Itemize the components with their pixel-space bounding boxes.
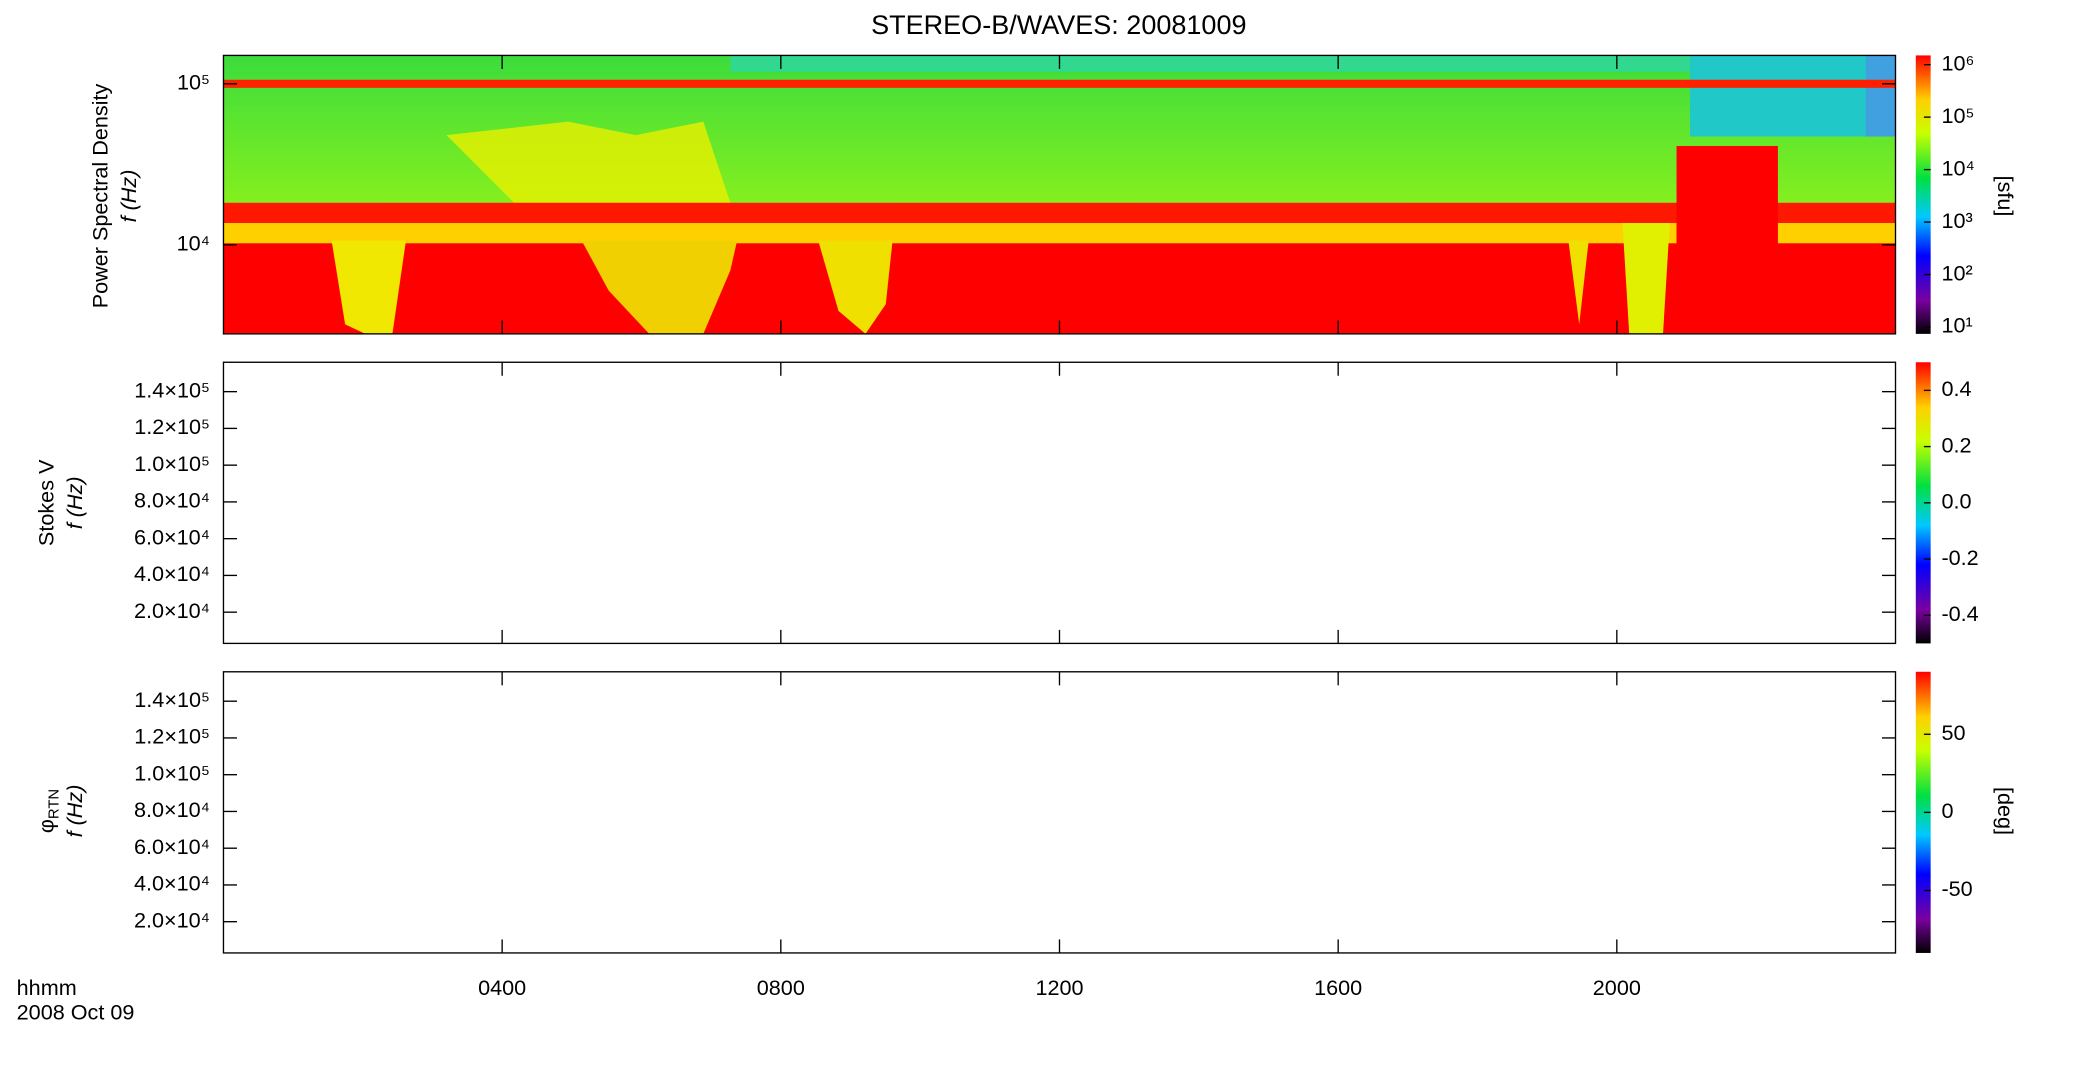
y-tick-label: 2.0×10⁴: [134, 598, 210, 623]
x-tick-label: 2000: [1593, 975, 1641, 1000]
y-tick-label: 2.0×10⁴: [134, 907, 210, 932]
y-tick-label: 8.0×10⁴: [134, 488, 210, 513]
date-label: 2008 Oct 09: [17, 999, 135, 1024]
y-tick-label: 8.0×10⁴: [134, 797, 210, 822]
panel-frame: [222, 671, 1897, 954]
title: STEREO-B/WAVES: 20081009: [871, 10, 1246, 40]
x-tick-label: 1600: [1314, 975, 1362, 1000]
x-axis-label: hhmm: [17, 975, 77, 1000]
colorbar-tick-label: -50: [1941, 876, 1972, 901]
y-label: Stokes V: [33, 459, 58, 546]
colorbar-tick-label: 10¹: [1941, 313, 1972, 338]
colorbar-tick-label: -0.4: [1941, 601, 1978, 626]
y-tick-label: 1.2×10⁵: [134, 414, 210, 439]
y-label-subscript: RTN: [46, 789, 62, 819]
colorbar-tick-label: -0.2: [1941, 545, 1978, 570]
y-tick-label: 1.4×10⁵: [134, 687, 210, 712]
colorbar: [1915, 671, 1931, 953]
y-label: φRTN: [33, 789, 62, 833]
colorbar-tick-label: 10⁵: [1941, 103, 1974, 128]
colorbar-tick-label: 10⁴: [1941, 155, 1974, 180]
colorbar-tick-label: 10³: [1941, 208, 1972, 233]
spectrogram: [223, 55, 1896, 334]
colorbar: [1915, 362, 1931, 644]
colorbar-tick-label: 0: [1941, 798, 1953, 823]
colorbar-tick-label: 0.2: [1941, 432, 1971, 457]
colorbar-tick-label: 10⁶: [1941, 50, 1974, 75]
y-tick-label: 10⁵: [177, 69, 210, 94]
y-tick-label: 1.0×10⁵: [134, 760, 210, 785]
y-tick-label: 1.2×10⁵: [134, 724, 210, 749]
x-tick-label: 0800: [757, 975, 805, 1000]
y-tick-label: 6.0×10⁴: [134, 834, 210, 859]
y-tick-label: 4.0×10⁴: [134, 871, 210, 896]
colorbar-tick-label: 0.4: [1941, 376, 1971, 401]
y-label: Power Spectral Density: [88, 84, 113, 309]
colorbar-tick-label: 10²: [1941, 260, 1972, 285]
y-label: f (Hz): [62, 785, 87, 838]
y-tick-label: 10⁴: [177, 231, 210, 256]
x-tick-label: 1200: [1035, 975, 1083, 1000]
x-tick-label: 0400: [478, 975, 526, 1000]
colorbar: [1915, 55, 1931, 334]
panel-frame: [222, 361, 1897, 645]
y-tick-label: 4.0×10⁴: [134, 561, 210, 586]
y-tick-label: 1.4×10⁵: [134, 377, 210, 402]
colorbar-tick-label: 0.0: [1941, 489, 1971, 514]
colorbar-tick-label: 50: [1941, 720, 1965, 745]
y-label: f (Hz): [62, 476, 87, 529]
y-tick-label: 1.0×10⁵: [134, 451, 210, 476]
colorbar-label: [sfu]: [1993, 176, 2018, 217]
y-label: f (Hz): [116, 170, 141, 223]
y-tick-label: 6.0×10⁴: [134, 524, 210, 549]
y-label-symbol: φ: [33, 819, 58, 833]
colorbar-label: [deg]: [1993, 787, 2018, 835]
